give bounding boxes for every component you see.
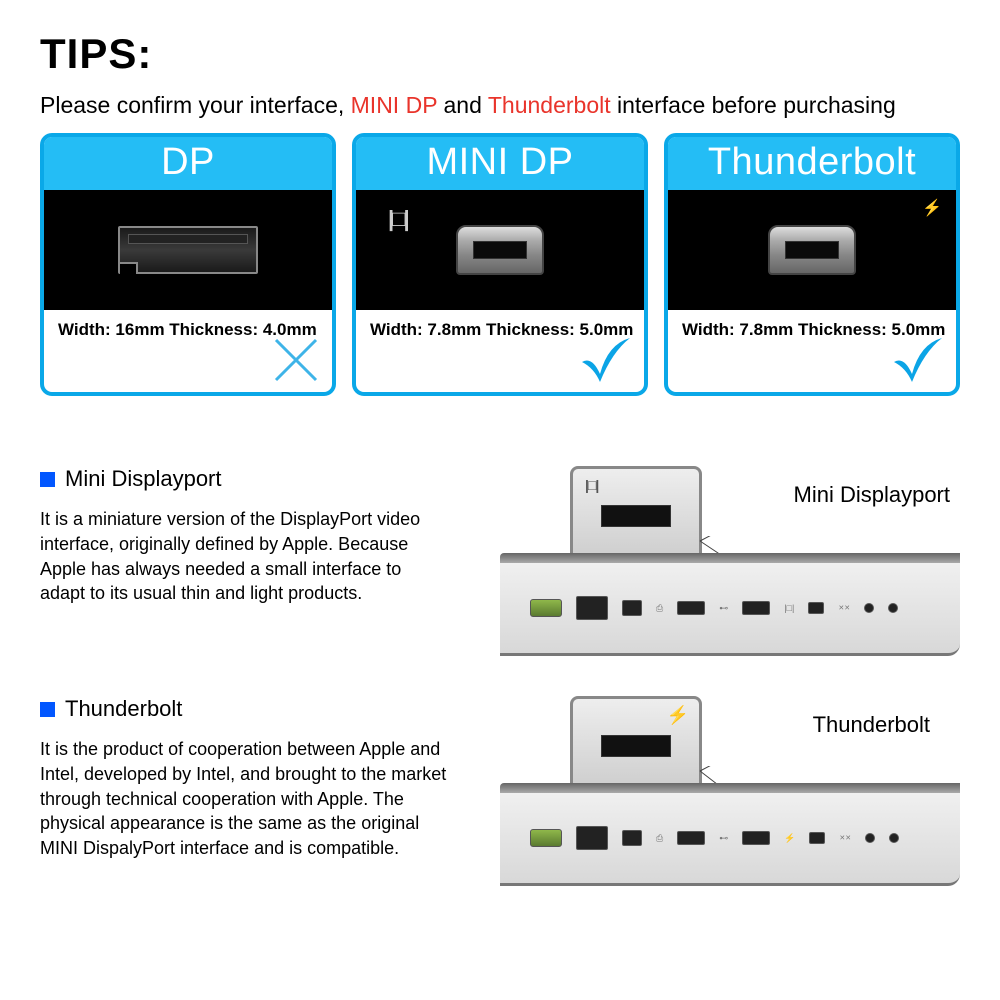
card-header: DP [44,137,332,190]
card-image-thunderbolt: ⚡ [668,190,956,310]
callout-label: Mini Displayport [794,482,951,508]
callout-minidp: |□| [570,466,702,566]
card-image-minidp: |□| [356,190,644,310]
cross-icon [270,334,322,386]
intro-suffix: interface before purchasing [611,92,896,118]
connector-minidp-icon [456,225,544,275]
thunderbolt-symbol-icon: ⚡ [922,198,942,218]
card-thunderbolt: Thunderbolt ⚡ Width: 7.8mm Thickness: 5.… [664,133,960,396]
minidp-symbol-icon: |□| [585,477,598,493]
section-body: It is a miniature version of the Display… [40,507,450,606]
intro-highlight-2: Thunderbolt [488,92,611,118]
laptop-side-icon: ⎙ ⊷ |□| ✕✕ [500,561,960,656]
card-minidp: MINI DP |□| Width: 7.8mm Thickness: 5.0m… [352,133,648,396]
section-title-text: Thunderbolt [65,696,182,722]
section-text: Thunderbolt It is the product of coopera… [40,696,450,861]
bullet-icon [40,702,55,717]
section-title: Mini Displayport [40,466,450,492]
card-dp: DP Width: 16mm Thickness: 4.0mm [40,133,336,396]
intro-prefix: Please confirm your interface, [40,92,351,118]
check-icon [578,334,634,386]
section-image-minidp: Mini Displayport |□| ⎙ ⊷ |□| ✕✕ [470,466,960,656]
section-title: Thunderbolt [40,696,450,722]
intro-highlight-1: MINI DP [351,92,437,118]
section-title-text: Mini Displayport [65,466,222,492]
section-thunderbolt: Thunderbolt It is the product of coopera… [40,696,960,886]
callout-thunderbolt: ⚡ [570,696,702,796]
section-text: Mini Displayport It is a miniature versi… [40,466,450,606]
thunderbolt-symbol-icon: ⚡ [667,705,689,726]
intro-mid: and [437,92,488,118]
card-header: Thunderbolt [668,137,956,190]
page-title: TIPS: [40,30,960,78]
minidp-symbol-icon: |□| [388,206,408,232]
check-icon [890,334,946,386]
bullet-icon [40,472,55,487]
laptop-side-icon: ⎙ ⊷ ⚡ ✕✕ [500,791,960,886]
section-image-thunderbolt: Thunderbolt ⚡ ⎙ ⊷ ⚡ ✕✕ [470,696,960,886]
connector-dp-icon [118,226,258,274]
section-minidp: Mini Displayport It is a miniature versi… [40,466,960,656]
section-body: It is the product of cooperation between… [40,737,450,861]
connector-tb-icon [768,225,856,275]
intro-text: Please confirm your interface, MINI DP a… [40,92,960,119]
card-header: MINI DP [356,137,644,190]
cards-row: DP Width: 16mm Thickness: 4.0mm MINI DP … [40,133,960,396]
callout-label: Thunderbolt [813,712,930,738]
card-image-dp [44,190,332,310]
